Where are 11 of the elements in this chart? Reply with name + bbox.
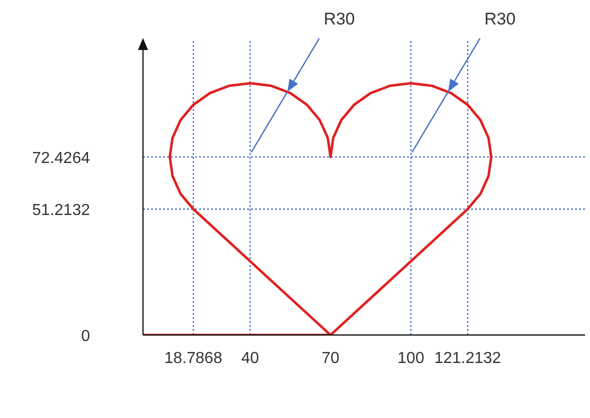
x-tick-label: 121.2132 [434,350,502,367]
text: R30 [484,9,516,28]
x-tick-label: 70 [322,350,340,367]
y-tick-label: 0 [81,328,90,345]
x-tick-label: 100 [398,350,424,367]
text: R30 [324,9,355,28]
x-tick-label: 18.7868 [164,350,222,367]
x-tick-label: 40 [241,350,260,367]
y-tick-label: 72.4264 [32,150,90,167]
y-tick-label: 51.2132 [32,202,90,220]
line-series [143,82,492,335]
